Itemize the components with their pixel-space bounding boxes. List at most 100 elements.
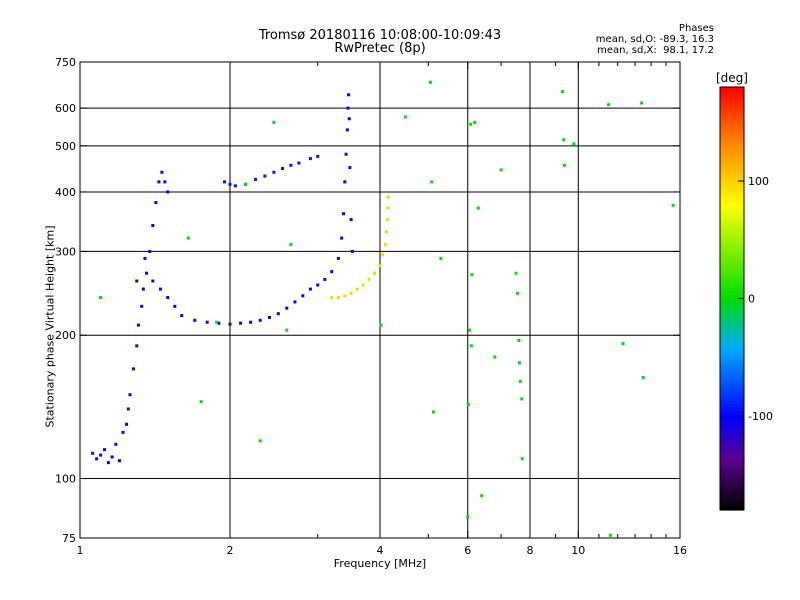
- y-tick-label: 200: [55, 329, 76, 342]
- colorbar-segment: [720, 111, 744, 116]
- colorbar-segment: [720, 228, 744, 233]
- data-point: [520, 397, 524, 401]
- data-point: [514, 271, 518, 275]
- colorbar-segment: [720, 189, 744, 194]
- axis-ticks: 1 2 4 6 8 10 16 75 100 200 300 400 500 600 750: [55, 56, 687, 557]
- data-point: [517, 338, 521, 342]
- data-point: [342, 212, 346, 216]
- colorbar-segment: [720, 164, 744, 169]
- data-point: [336, 256, 340, 260]
- colorbar-segment: [720, 418, 744, 423]
- chart-subtitle: RwPretec (8p): [334, 41, 426, 56]
- colorbar-segment: [720, 428, 744, 434]
- data-point: [439, 256, 443, 260]
- data-point: [121, 430, 125, 434]
- colorbar-segment: [720, 365, 744, 370]
- colorbar-segment: [720, 435, 744, 441]
- colorbar-segment: [720, 115, 744, 120]
- colorbar-segment: [720, 488, 744, 493]
- colorbar-segment: [720, 407, 744, 412]
- x-tick-label: 6: [464, 544, 471, 557]
- data-point: [607, 103, 611, 107]
- data-point: [348, 166, 352, 170]
- colorbar-segment: [720, 161, 744, 166]
- data-point: [253, 177, 257, 181]
- colorbar-segment: [720, 361, 744, 367]
- data-point: [383, 243, 387, 247]
- data-point: [228, 182, 232, 186]
- data-point: [493, 355, 497, 359]
- colorbar-segment: [720, 122, 744, 127]
- data-point: [515, 291, 519, 295]
- colorbar-segment: [720, 132, 744, 137]
- data-point: [223, 180, 227, 184]
- data-point: [336, 296, 340, 300]
- colorbar-segment: [720, 129, 744, 134]
- colorbar-segment: [720, 397, 744, 402]
- data-point: [330, 270, 334, 274]
- colorbar-segment: [720, 460, 744, 465]
- colorbar-segment: [720, 185, 744, 190]
- data-point: [99, 453, 103, 457]
- data-point: [128, 393, 132, 397]
- data-point: [145, 271, 149, 275]
- data-point: [386, 206, 390, 210]
- data-point: [608, 533, 612, 537]
- colorbar-segment: [720, 108, 744, 113]
- data-point: [343, 180, 347, 184]
- x-tick-label: 4: [377, 544, 384, 557]
- colorbar-segment: [720, 213, 744, 219]
- colorbar-segment: [720, 443, 744, 448]
- colorbar-segment: [720, 316, 744, 321]
- colorbar-segment: [720, 259, 744, 264]
- data-point: [289, 243, 293, 247]
- data-points: [91, 80, 675, 537]
- phase-stats-heading: Phases: [678, 23, 714, 34]
- data-point: [117, 459, 121, 463]
- data-point: [233, 184, 237, 188]
- colorbar-segment: [720, 284, 744, 289]
- data-point: [151, 224, 155, 228]
- data-point: [385, 218, 389, 222]
- data-point: [355, 287, 359, 291]
- colorbar-segment: [720, 312, 744, 317]
- data-point: [103, 448, 107, 452]
- colorbar-segment: [720, 238, 744, 243]
- colorbar-segment: [720, 386, 744, 391]
- data-point: [301, 294, 305, 298]
- colorbar-segment: [720, 485, 744, 490]
- y-tick-label: 300: [55, 245, 76, 258]
- data-point: [518, 379, 522, 383]
- colorbar-segment: [720, 369, 744, 374]
- data-point: [361, 283, 365, 287]
- data-point: [381, 253, 385, 257]
- colorbar-segment: [720, 252, 744, 257]
- data-point: [215, 320, 219, 324]
- data-point: [640, 101, 644, 105]
- data-point: [378, 264, 382, 268]
- colorbar-segment: [720, 340, 744, 345]
- data-point: [476, 206, 480, 210]
- chart-title: Tromsø 20180116 10:08:00-10:09:43: [258, 28, 502, 43]
- colorbar-segment: [720, 182, 744, 187]
- data-point: [466, 515, 470, 519]
- colorbar-segment: [720, 277, 744, 282]
- data-point: [431, 410, 435, 414]
- data-point: [217, 321, 221, 325]
- data-point: [289, 163, 293, 167]
- colorbar-segment: [720, 337, 744, 342]
- colorbar-segment: [720, 217, 744, 222]
- phase-colorbar: 100 0 -100 [deg]: [716, 71, 773, 511]
- colorbar-segment: [720, 309, 744, 314]
- colorbar-segment: [720, 474, 744, 479]
- colorbar-segment: [720, 94, 744, 99]
- colorbar-segment: [720, 97, 744, 102]
- colorbar-segment: [720, 203, 744, 208]
- colorbar-segment: [720, 358, 744, 363]
- colorbar-segment: [720, 347, 744, 352]
- data-point: [141, 287, 145, 291]
- colorbar-segment: [720, 330, 744, 335]
- colorbar-segment: [720, 383, 744, 388]
- data-point: [469, 344, 473, 348]
- colorbar-tick-label: -100: [748, 410, 773, 423]
